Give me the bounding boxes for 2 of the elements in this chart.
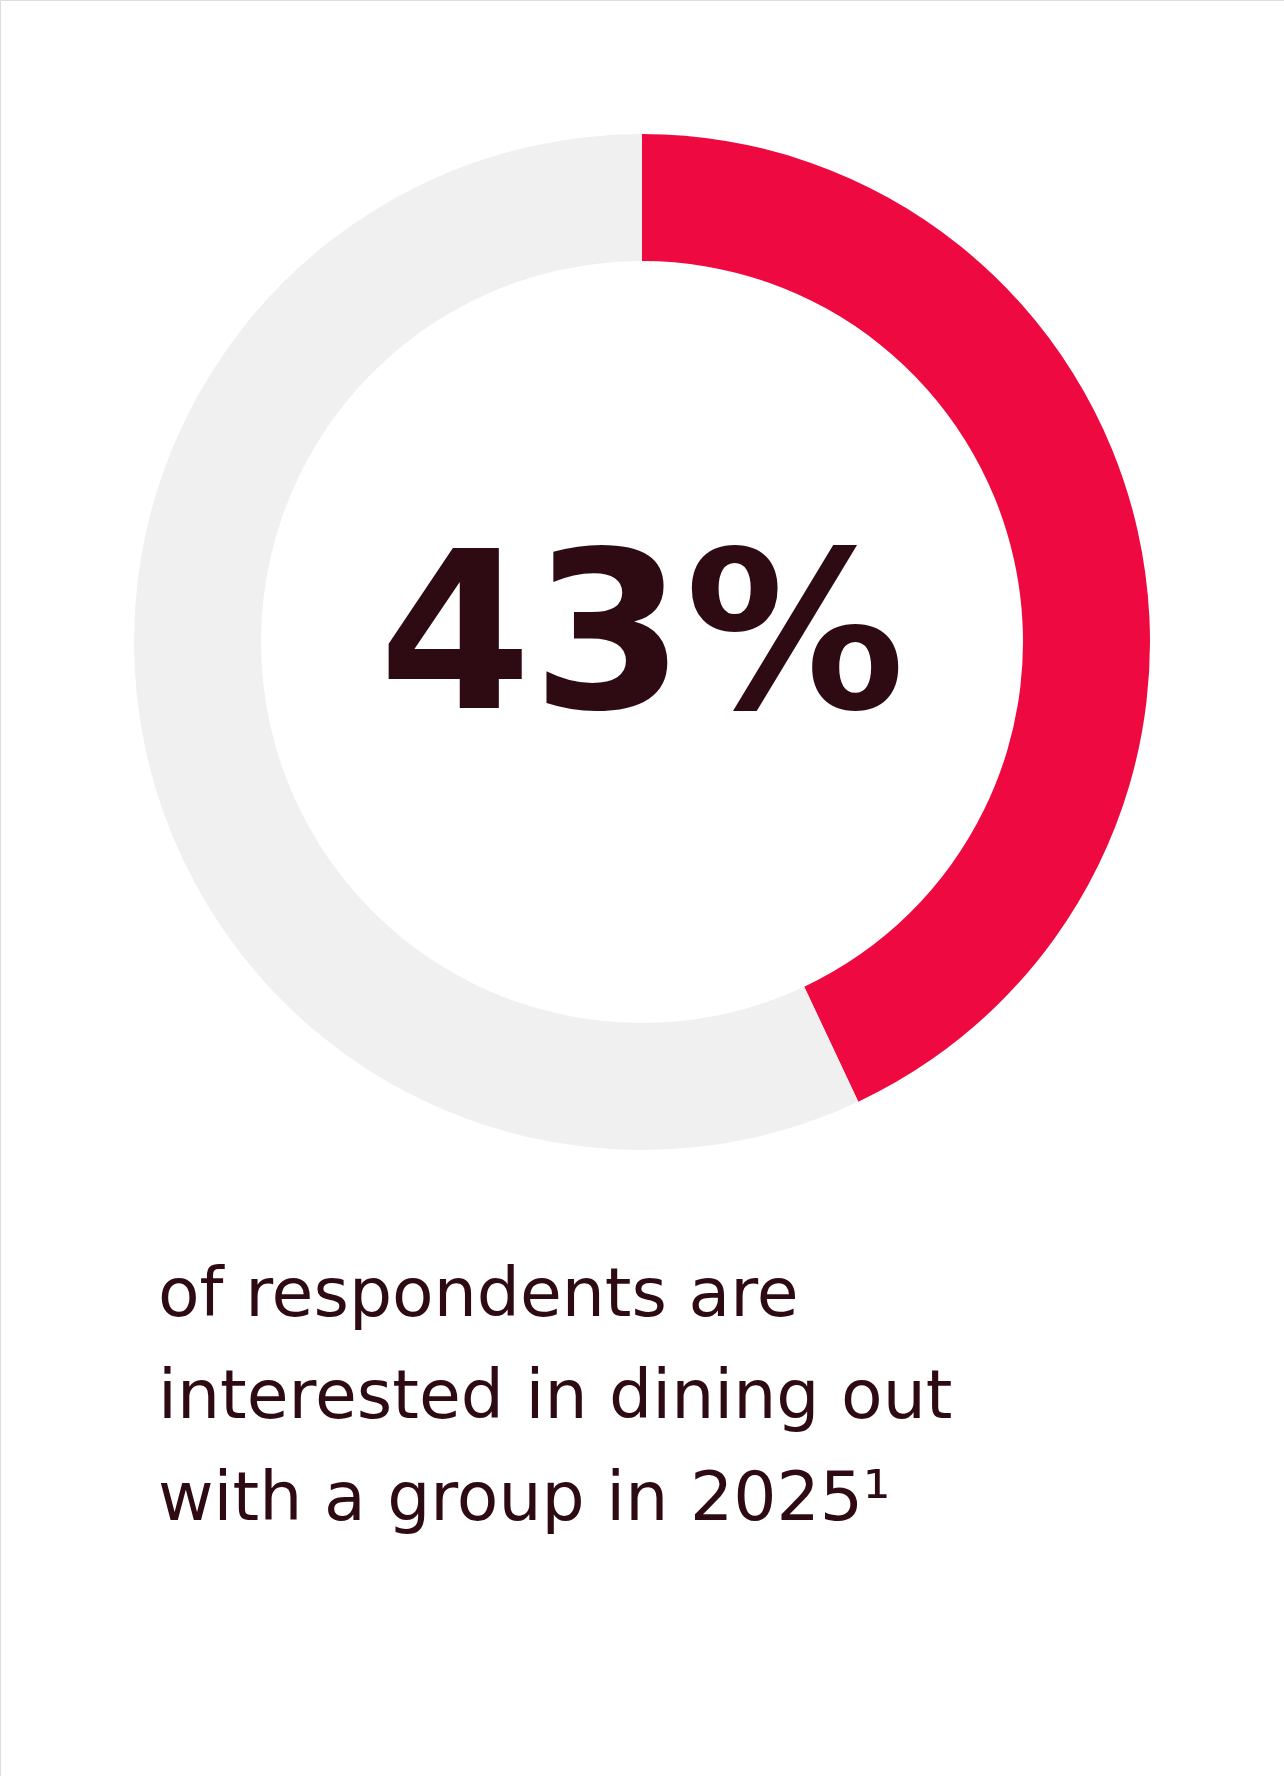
text: of respondents are interested in dining out with a group in 2025¹	[158, 1253, 953, 1536]
data-label: 43%	[378, 504, 906, 760]
